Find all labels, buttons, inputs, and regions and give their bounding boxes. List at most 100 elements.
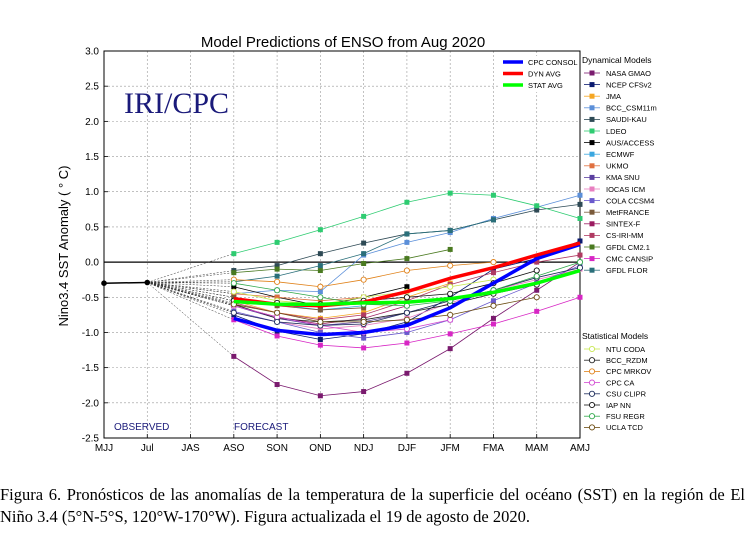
legend-dyn-label-16: CMC CANSIP (606, 254, 653, 263)
legend-stat-marker-1 (588, 357, 596, 364)
x-tick-label-11: AMJ (570, 443, 590, 454)
legend-dyn-marker-13 (589, 221, 595, 227)
enso-chart: Model Predictions of ENSO from Aug 2020 … (56, 34, 657, 454)
dyn-point-1-8 (577, 238, 583, 244)
x-tick-label-0: MJJ (95, 443, 113, 454)
dyn-point-4-2 (317, 251, 323, 257)
dyn-point-8-2 (317, 298, 323, 304)
connector-8 (147, 282, 234, 295)
connector-15 (147, 272, 234, 283)
legend-dyn-label-11: COLA CCSM4 (606, 196, 654, 205)
dyn-point-17-1 (274, 273, 280, 279)
y-tick-labels: 3.0 2.5 2.0 1.5 1.0 0.5 0.0 -0.5 -1.0 -1.5 -2.0 -2.… (82, 47, 108, 445)
stat-point-2-3 (360, 276, 367, 283)
legend-dyn-label-0: NASA GMAO (606, 69, 651, 78)
stat-point-4-1 (274, 318, 281, 325)
y-tick-label-11: -2.5 (82, 434, 100, 445)
legend-stat-marker-2 (588, 368, 596, 375)
dyn-point-11-2 (317, 329, 323, 335)
stat-point-7-4 (403, 316, 410, 323)
x-tick-label-1: Jul (141, 443, 154, 454)
stat-point-6-0 (230, 280, 237, 287)
stat-point-5-4 (403, 294, 410, 301)
y-tick-label-9: -1.5 (82, 363, 100, 374)
legend-dyn-marker-9 (589, 174, 595, 180)
stat-point-2-2 (317, 283, 324, 290)
figure-caption: Figura 6. Pronósticos de las anomalías d… (0, 485, 745, 526)
legend-dyn-label-14: CS-IRI-MM (606, 231, 644, 240)
y-tick-label-1: 2.5 (85, 82, 99, 93)
legend-stat-marker-3 (588, 379, 596, 386)
dyn-point-4-3 (361, 240, 367, 246)
observed-forecast-connectors (147, 253, 234, 357)
dyn-point-6-4 (404, 284, 410, 290)
legend-stat-label-1: BCC_RZDM (606, 356, 648, 365)
dyn-point-4-7 (534, 207, 540, 213)
dyn-point-5-2 (317, 227, 323, 233)
dyn-line-15 (233, 249, 451, 274)
stat-point-5-7 (533, 267, 540, 274)
dyn-point-0-7 (534, 287, 540, 293)
x-tick-label-5: OND (309, 443, 331, 454)
dyn-point-3-4 (404, 239, 410, 245)
legend-dyn-label-6: AUS/ACCESS (606, 138, 654, 147)
stat-line-1 (233, 284, 537, 323)
connector-6 (147, 282, 234, 287)
dyn-point-8-1 (274, 294, 280, 300)
y-tick-label-3: 1.5 (85, 152, 99, 163)
legend-dyn-marker-6 (589, 140, 595, 146)
legend-dyn-label-13: SINTEX-F (606, 220, 641, 229)
stat-point-5-5 (447, 290, 454, 297)
dyn-point-16-8 (577, 294, 583, 300)
dyn-point-5-8 (577, 215, 583, 221)
dyn-point-14-6 (490, 270, 496, 276)
stat-point-4-4 (403, 309, 410, 316)
y-tick-label-5: 0.5 (85, 222, 99, 233)
y-tick-label-2: 2.0 (85, 117, 99, 128)
legend-dyn-marker-12 (589, 209, 595, 215)
legend-avg-label-2: STAT AVG (528, 81, 563, 90)
dyn-point-15-0 (231, 270, 237, 276)
stat-point-7-1 (274, 309, 281, 316)
legend-stat-label-6: FSU REGR (606, 412, 645, 421)
legend-stat-marker-4 (588, 390, 596, 397)
legend-stat-label-0: NTU CODA (606, 345, 645, 354)
dyn-point-12-0 (231, 294, 237, 300)
connector-23 (147, 282, 234, 302)
legend-dyn-marker-1 (589, 82, 595, 88)
dyn-point-0-4 (404, 370, 410, 376)
legend-dyn-label-5: LDEO (606, 127, 627, 136)
dyn-point-14-3 (361, 312, 367, 318)
dyn-point-17-6 (490, 217, 496, 223)
average-series (233, 241, 581, 337)
legend-dyn-label-12: MetFRANCE (606, 208, 649, 217)
dyn-point-5-4 (404, 199, 410, 205)
connector-16 (147, 282, 234, 321)
dyn-point-0-5 (447, 346, 453, 352)
legend-dynamical: NASA GMAO NCEP CFSv2 JMA BCC_CSM11m SAUDI-KA… (584, 69, 657, 275)
connector-0 (147, 282, 234, 357)
dyn-point-15-4 (404, 256, 410, 262)
stat-point-0-5 (447, 283, 454, 290)
connector-4 (147, 270, 234, 283)
legend-stat-label-2: CPC MRKOV (606, 367, 651, 376)
legend-avg-label-0: CPC CONSOL (528, 58, 578, 67)
dyn-point-15-1 (274, 266, 280, 272)
x-tick-label-7: DJF (398, 443, 416, 454)
dyn-point-16-1 (274, 333, 280, 339)
dyn-point-12-3 (361, 305, 367, 311)
stat-point-2-5 (447, 262, 454, 269)
legend-dyn-label-1: NCEP CFSv2 (606, 80, 652, 89)
legend-dyn-marker-17 (589, 267, 595, 273)
dyn-point-14-8 (577, 252, 583, 258)
dyn-point-15-2 (317, 268, 323, 274)
dyn-point-10-2 (317, 326, 323, 332)
dyn-point-0-2 (317, 393, 323, 399)
dyn-point-0-6 (490, 315, 496, 321)
connector-22 (147, 282, 234, 313)
x-tick-label-8: JFM (440, 443, 459, 454)
dyn-point-12-2 (317, 307, 323, 313)
legend-statistical: NTU CODA BCC_RZDM CPC MRKOV CPC CA CSU CLIPR… (584, 345, 651, 432)
stat-point-2-4 (403, 267, 410, 274)
connector-25 (147, 282, 234, 305)
